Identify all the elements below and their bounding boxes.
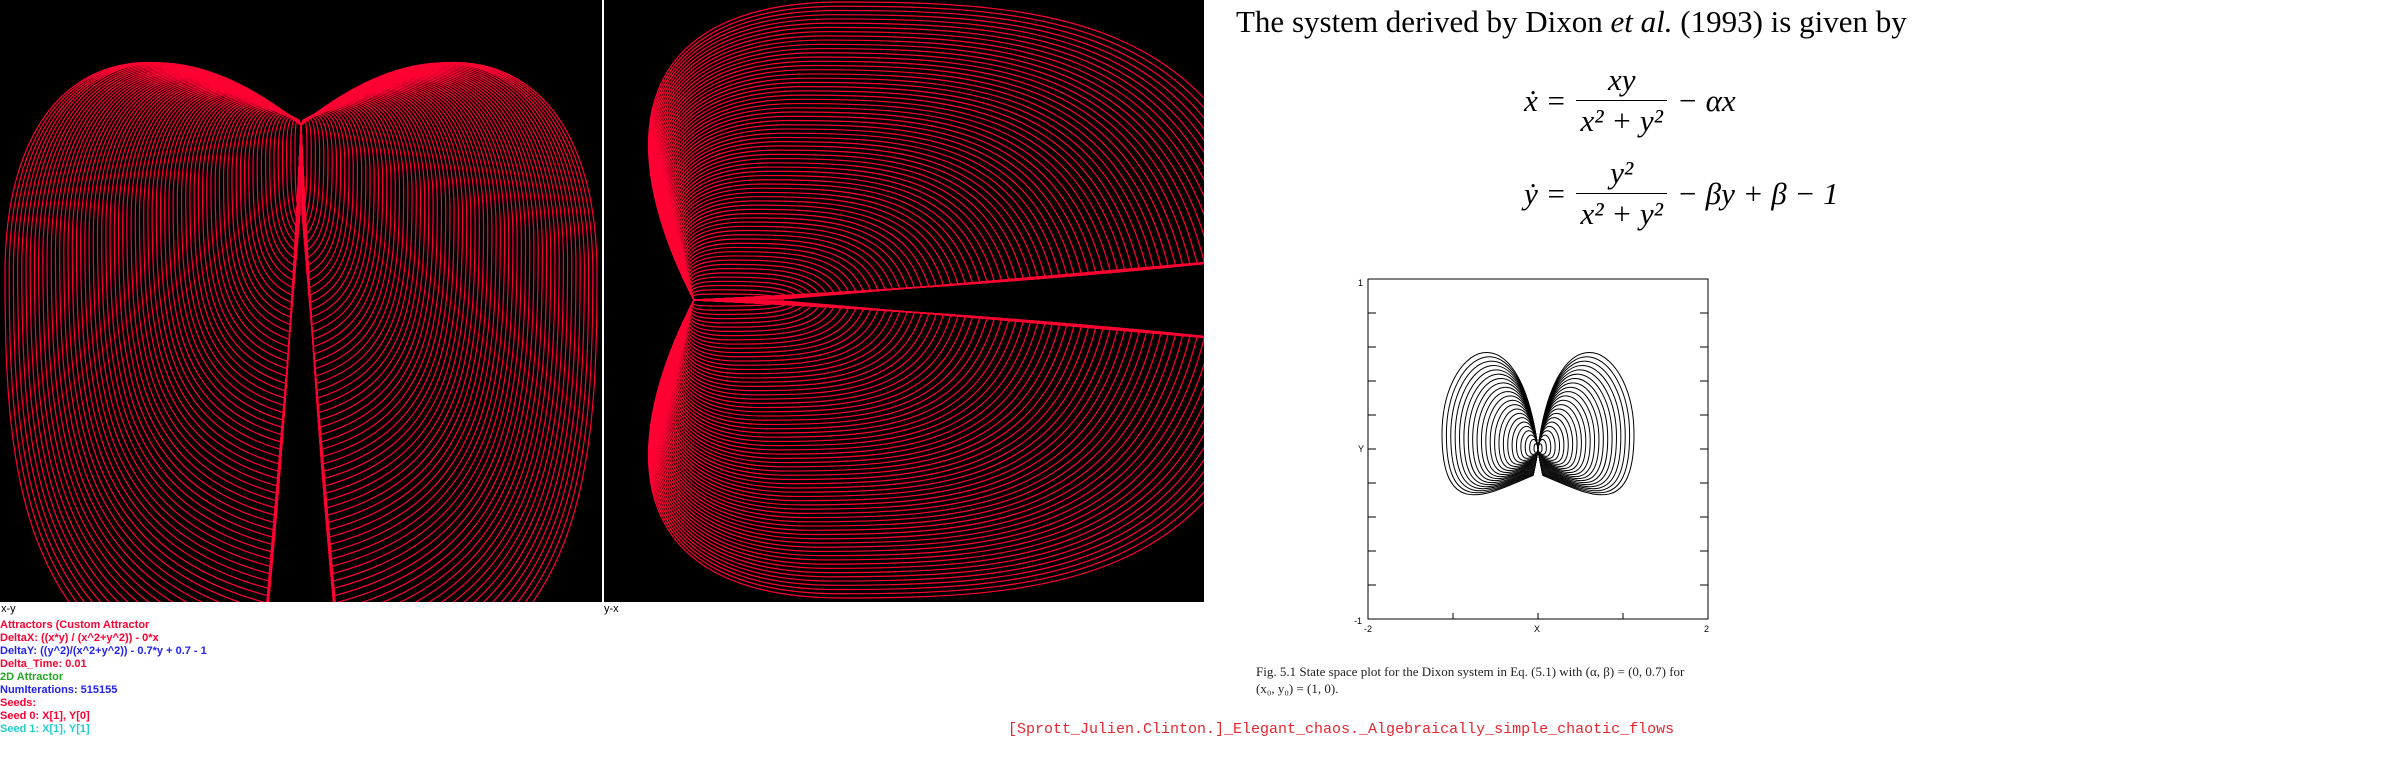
attractor-yx-trajectory: [647, 299, 1204, 599]
attractor-xy-trajectory: [300, 72, 531, 602]
attractor-xy-trajectory: [300, 66, 556, 602]
caption-line-2: (x₀, y₀) = (1, 0).: [1256, 681, 1339, 696]
attractor-xy-trajectory: [300, 98, 405, 385]
figure-caption: Fig. 5.1 State space plot for the Dixon …: [1256, 663, 1684, 697]
attractor-xy-trajectory: [4, 62, 302, 602]
attractor-yx-trajectory: [669, 141, 1046, 301]
attractor-xy-trajectory: [300, 62, 577, 602]
attractor-xy-trajectory: [155, 89, 302, 458]
attractor-yx-trajectory: [662, 94, 1126, 301]
info-mode: 2D Attractor: [0, 671, 64, 683]
figure-trajectory-line: [1537, 351, 1635, 496]
attractor-yx-trajectory: [647, 1, 1204, 301]
x-tick-right: 2: [1704, 624, 1709, 634]
intro-post: (1993) is given by: [1672, 4, 1907, 39]
info-delta-x: DeltaX: ((x*y) / (x^2+y^2)) - 0*x: [0, 632, 159, 644]
eq1-numerator: xy: [1607, 62, 1636, 97]
info-delta-time: Delta_Time: 0.01: [0, 658, 87, 670]
eq2-rhs: − βy + β − 1: [1676, 175, 1839, 211]
y-axis-label: Y: [1358, 444, 1364, 454]
info-title: Attractors (Custom Attractor: [0, 619, 150, 631]
attractor-yx-trajectory: [662, 299, 1126, 506]
eq2-numerator: y²: [1610, 155, 1634, 190]
equation-ydot: ẏ = y² x² + y² − βy + β − 1: [1524, 155, 1839, 232]
info-seed1: Seed 1: X[1], Y[1]: [0, 723, 90, 735]
attractor-plot-xy: [0, 0, 602, 602]
attractor-xy-canvas: [4, 62, 598, 602]
attractor-yx-canvas: [647, 1, 1204, 599]
attractor-yx-trajectory: [669, 299, 1046, 459]
attractor-xy-trajectory: [71, 72, 302, 602]
attractor-xy-trajectory: [25, 62, 302, 602]
info-delta-y: DeltaY: ((y^2)/(x^2+y^2)) - 0.7*y + 0.7 …: [0, 645, 207, 657]
figure-5-1: 1 -1 Y -2 2 X: [1350, 277, 1710, 634]
attractor-xy-trajectory: [46, 66, 302, 602]
figure-trajectory-line: [1441, 351, 1539, 496]
eq1-lhs: ẋ =: [1524, 82, 1567, 118]
attractor-xy-trajectory: [300, 89, 447, 458]
figure-canvas: 1 -1 Y -2 2 X: [1354, 278, 1709, 634]
attractor-yx-trajectory: [680, 299, 916, 383]
info-num-iterations: NumIterations: 515155: [0, 684, 118, 696]
eq2-lhs: ẏ =: [1524, 175, 1567, 211]
plot-label-yx: y-x: [604, 603, 619, 615]
attractor-xy-trajectory: [197, 98, 302, 385]
eq1-denominator: x² + y²: [1576, 100, 1667, 139]
eq1-fraction: xy x² + y²: [1576, 62, 1667, 139]
intro-pre: The system derived by Dixon: [1236, 4, 1611, 39]
attractor-yx-trajectory: [680, 217, 916, 301]
y-tick-top: 1: [1358, 278, 1363, 288]
plot-label-xy: x-y: [1, 603, 16, 615]
attractor-yx-trajectory: [684, 299, 872, 358]
info-seed0: Seed 0: X[1], Y[0]: [0, 710, 90, 722]
x-tick-left: -2: [1364, 624, 1372, 634]
attractor-yx-trajectory: [684, 242, 872, 301]
figure-trajectory: [1441, 351, 1635, 496]
caption-line-1: Fig. 5.1 State space plot for the Dixon …: [1256, 664, 1685, 679]
attractor-xy-trajectory: [300, 62, 598, 602]
equation-xdot: ẋ = xy x² + y² − αx: [1524, 62, 1736, 139]
info-seeds: Seeds:: [0, 697, 37, 709]
intro-etal: et al.: [1610, 4, 1673, 39]
eq2-fraction: y² x² + y²: [1576, 155, 1667, 232]
x-axis-label: X: [1534, 624, 1540, 634]
eq2-denominator: x² + y²: [1576, 193, 1667, 232]
figure-ticks: [1367, 278, 1709, 620]
source-reference: [Sprott_Julien.Clinton.]_Elegant_chaos._…: [1008, 721, 1675, 738]
y-tick-bottom: -1: [1354, 616, 1362, 626]
attractor-plot-yx: [604, 0, 1204, 602]
eq1-rhs: − αx: [1676, 82, 1736, 118]
document-intro: The system derived by Dixon et al. (1993…: [1236, 4, 1907, 40]
